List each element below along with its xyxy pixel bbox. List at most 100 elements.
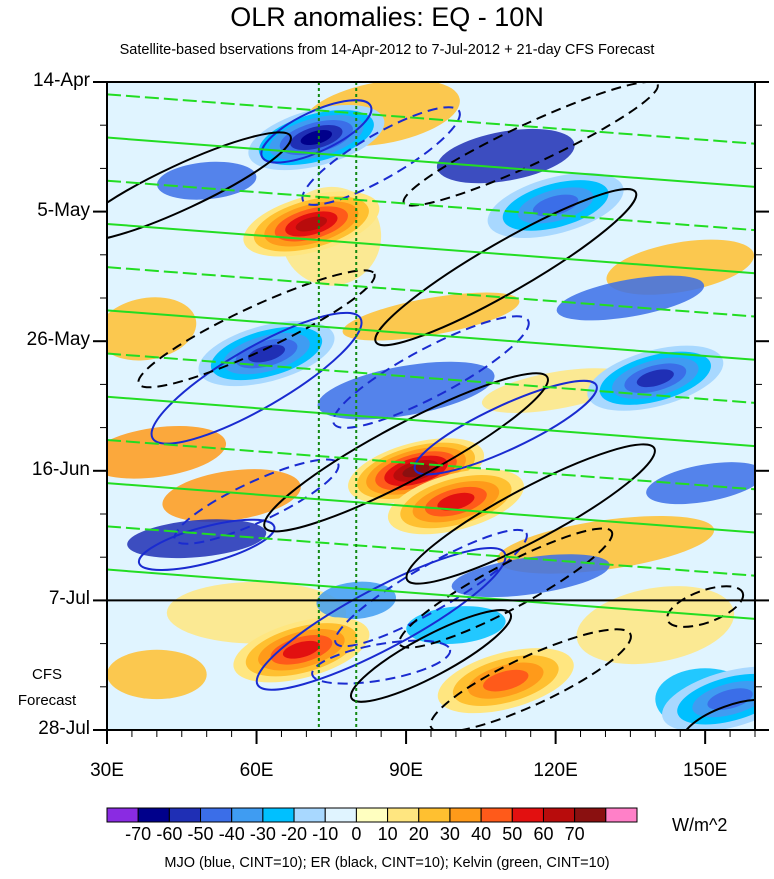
mjo-contour — [260, 99, 373, 164]
x-tick-label: 150E — [682, 760, 728, 781]
colorbar-label: 50 — [502, 824, 523, 844]
plot-frame — [106, 81, 756, 731]
colorbar-swatch — [168, 807, 202, 823]
x-tick-label: 60E — [239, 760, 274, 781]
kelvin-contour — [107, 568, 755, 620]
chart-subtitle: Satellite-based bservations from 14-Apr-… — [119, 42, 655, 58]
colorbar-swatch — [449, 807, 482, 823]
legend-footer: MJO (blue, CINT=10); ER (black, CINT=10)… — [164, 855, 610, 871]
colorbar-label: 70 — [564, 824, 585, 844]
kelvin-contour — [107, 179, 755, 232]
colorbar-label: -70 — [125, 824, 152, 844]
y-tick-label: 28-Jul — [38, 718, 90, 739]
x-tick-label: 90E — [389, 760, 423, 781]
mjo-contour — [150, 311, 363, 445]
chart-title: OLR anomalies: EQ - 10N — [230, 2, 544, 32]
anomaly-band — [107, 649, 207, 700]
er-contour — [681, 698, 755, 730]
x-tick-label: 30E — [90, 760, 124, 781]
colorbar-label: -60 — [156, 824, 183, 844]
colorbar-swatch — [324, 807, 357, 823]
kelvin-contour — [107, 482, 755, 534]
colorbar-swatch — [605, 807, 638, 823]
mjo-contour — [332, 315, 530, 429]
anomaly-blob — [707, 688, 753, 710]
mjo-contour — [413, 379, 598, 476]
anomaly-band — [317, 361, 495, 420]
colorbar-label: -30 — [249, 824, 276, 844]
colorbar-label: -50 — [187, 824, 214, 844]
colorbar-label: -20 — [281, 824, 308, 844]
anomaly-blob — [532, 194, 579, 217]
x-tick-label: 120E — [533, 760, 578, 781]
y-tick-label: 26-May — [26, 329, 90, 351]
colorbar-swatch — [418, 807, 451, 823]
anomaly-blob — [282, 640, 320, 659]
colorbar-swatch — [262, 807, 295, 823]
y-tick-label: 5-May — [37, 199, 90, 221]
anomaly-band — [646, 462, 755, 505]
forecast-label: Forecast — [17, 692, 77, 709]
anomaly-band — [556, 275, 705, 321]
er-contour — [107, 131, 292, 243]
mjo-contour — [255, 547, 507, 691]
y-tick-label: 14-Apr — [32, 70, 90, 91]
anomaly-blob — [300, 130, 333, 146]
colorbar-label: 40 — [471, 824, 492, 844]
kelvin-contour — [107, 309, 755, 361]
mjo-contour — [173, 458, 340, 545]
kelvin-contour — [107, 222, 755, 275]
anomaly-band — [162, 469, 301, 522]
kelvin-contour — [107, 395, 755, 448]
kelvin-contour — [107, 93, 755, 145]
anomaly-band — [481, 368, 630, 413]
colorbar-label: 30 — [439, 824, 460, 844]
colorbar-swatch — [574, 807, 607, 823]
mjo-contour — [137, 518, 276, 571]
colorbar-units: W/m^2 — [672, 815, 728, 835]
mjo-contour — [301, 106, 461, 206]
colorbar-swatch — [106, 807, 139, 823]
kelvin-contour — [107, 266, 755, 318]
er-contour — [405, 443, 656, 585]
colorbar-swatch — [480, 807, 513, 823]
kelvin-contour — [107, 525, 755, 577]
anomaly-blob — [636, 369, 674, 388]
anomaly-blob — [437, 492, 475, 511]
er-contour — [374, 188, 638, 347]
colorbar-label: 10 — [377, 824, 398, 844]
er-contour — [429, 628, 632, 730]
colorbar-label: 60 — [533, 824, 554, 844]
colorbar-label: 0 — [351, 824, 362, 844]
anomaly-band — [127, 519, 267, 559]
er-contour — [263, 372, 549, 533]
er-contour — [666, 585, 745, 628]
er-contour — [137, 269, 376, 389]
er-contour — [398, 527, 614, 649]
colorbar-swatch — [137, 807, 170, 823]
kelvin-contour — [107, 136, 755, 188]
colorbar-swatch — [355, 807, 389, 823]
anomaly-band — [107, 297, 197, 361]
anomaly-band — [342, 292, 520, 341]
y-tick-label: 16-Jun — [31, 458, 90, 480]
anomaly-band — [576, 586, 735, 665]
anomaly-band — [451, 554, 610, 598]
colorbar-label: -10 — [312, 824, 339, 844]
y-tick-label: 7-Jul — [48, 588, 90, 610]
er-contour — [349, 609, 513, 703]
kelvin-contour — [107, 352, 755, 404]
colorbar-label: 20 — [408, 824, 429, 844]
colorbar-swatch — [511, 807, 544, 823]
cfs-label: CFS — [32, 666, 62, 683]
colorbar-swatch — [293, 807, 326, 823]
anomaly-band — [406, 606, 506, 645]
colorbar-swatch — [231, 807, 264, 823]
mjo-contour — [311, 639, 452, 685]
anomaly-blob — [483, 669, 529, 692]
kelvin-contour — [107, 438, 755, 491]
colorbar-swatch — [387, 807, 420, 823]
anomaly-blob — [247, 344, 286, 363]
colorbar-swatch — [542, 807, 576, 823]
